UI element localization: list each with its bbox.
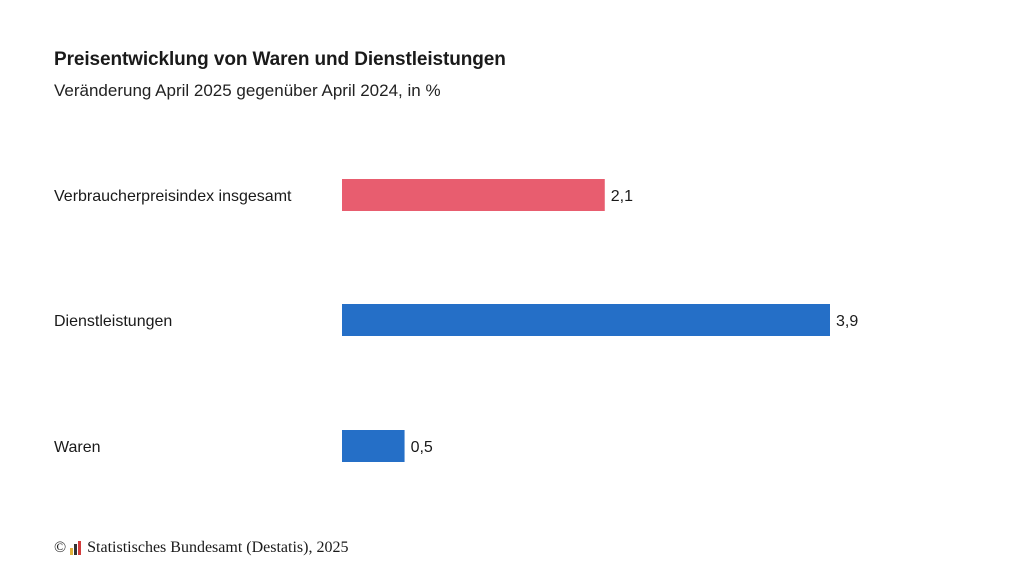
- category-label: Verbraucherpreisindex insgesamt: [54, 188, 292, 205]
- copyright-icon: ©: [54, 539, 67, 556]
- value-label: 2,1: [611, 188, 633, 205]
- source-footer: © Statistisches Bundesamt (Destatis), 20…: [54, 539, 348, 557]
- bar: [342, 304, 830, 336]
- logo-bar: [78, 541, 82, 555]
- bar: [342, 430, 405, 462]
- destatis-logo-icon: [70, 541, 82, 555]
- category-label: Dienstleistungen: [54, 313, 172, 330]
- chart-subtitle: Veränderung April 2025 gegenüber April 2…: [54, 81, 441, 100]
- bar: [342, 179, 605, 211]
- value-label: 0,5: [411, 439, 433, 456]
- logo-bar: [74, 544, 78, 555]
- source-text: Statistisches Bundesamt (Destatis), 2025: [87, 539, 349, 556]
- value-label: 3,9: [836, 313, 858, 330]
- chart-title: Preisentwicklung von Waren und Dienstlei…: [54, 49, 506, 70]
- logo-bar: [70, 548, 74, 555]
- category-label: Waren: [54, 439, 101, 456]
